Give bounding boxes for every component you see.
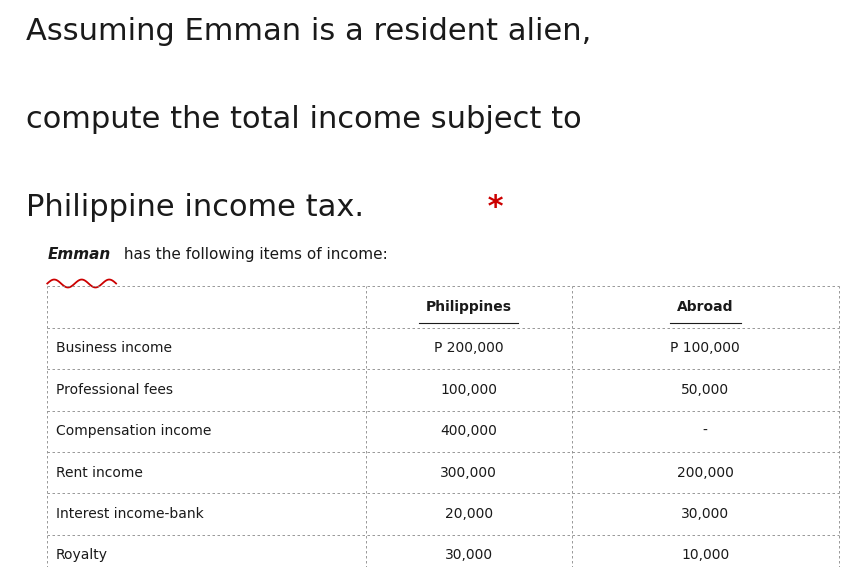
Text: Philippines: Philippines xyxy=(426,300,512,314)
Text: Abroad: Abroad xyxy=(677,300,734,314)
Text: Royalty: Royalty xyxy=(56,548,108,562)
Text: 300,000: 300,000 xyxy=(440,466,497,480)
Text: Business income: Business income xyxy=(56,341,172,356)
Text: P 200,000: P 200,000 xyxy=(434,341,503,356)
Text: 100,000: 100,000 xyxy=(440,383,497,397)
Text: 30,000: 30,000 xyxy=(681,507,729,521)
Text: *: * xyxy=(477,193,504,222)
Text: Emman: Emman xyxy=(47,247,111,261)
Text: Assuming Emman is a resident alien,: Assuming Emman is a resident alien, xyxy=(26,17,591,46)
Text: 200,000: 200,000 xyxy=(677,466,734,480)
Text: 400,000: 400,000 xyxy=(440,424,497,438)
Text: has the following items of income:: has the following items of income: xyxy=(119,247,387,261)
Text: 30,000: 30,000 xyxy=(445,548,493,562)
Text: 10,000: 10,000 xyxy=(681,548,729,562)
Text: Philippine income tax.: Philippine income tax. xyxy=(26,193,364,222)
Text: -: - xyxy=(703,424,708,438)
Text: 20,000: 20,000 xyxy=(445,507,493,521)
Text: Professional fees: Professional fees xyxy=(56,383,173,397)
Text: Rent income: Rent income xyxy=(56,466,143,480)
Text: Interest income-bank: Interest income-bank xyxy=(56,507,204,521)
Text: 50,000: 50,000 xyxy=(681,383,729,397)
Text: compute the total income subject to: compute the total income subject to xyxy=(26,105,581,134)
Text: Compensation income: Compensation income xyxy=(56,424,212,438)
Text: P 100,000: P 100,000 xyxy=(670,341,740,356)
